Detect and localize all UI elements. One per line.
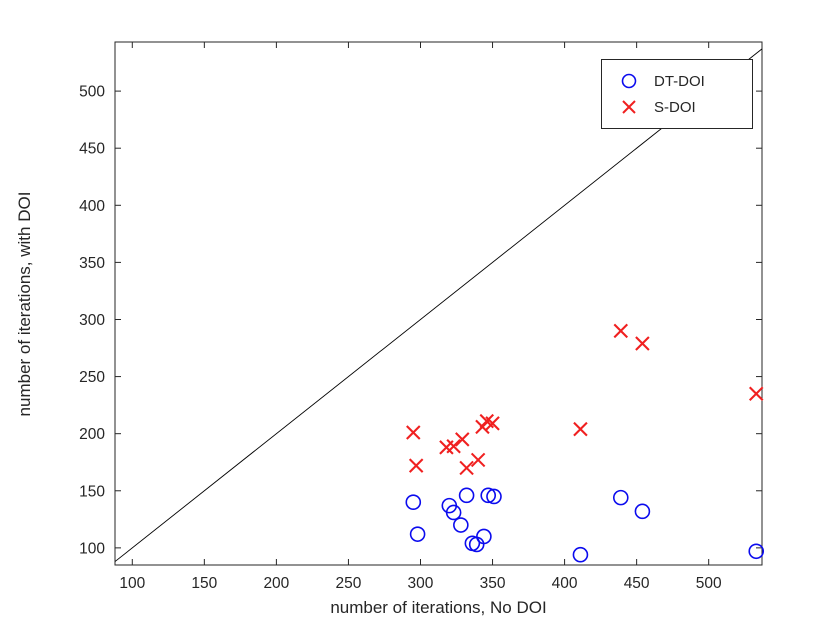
- s-doi-point: [406, 425, 421, 440]
- x-tick-label: 150: [191, 575, 217, 592]
- s-doi-point: [613, 323, 629, 339]
- s-doi-point: [408, 458, 424, 473]
- dt-doi-point: [405, 494, 422, 510]
- legend: DT-DOI S-DOI: [601, 59, 753, 129]
- x-tick-label: 250: [336, 575, 362, 592]
- s-doi-point: [635, 336, 650, 351]
- legend-entry-s-doi: S-DOI: [614, 94, 742, 120]
- y-tick-label: 350: [79, 255, 105, 272]
- y-tick-label: 100: [79, 540, 105, 557]
- dt-doi-point: [409, 526, 426, 542]
- dt-doi-point: [572, 546, 589, 563]
- x-tick-label: 350: [480, 575, 506, 592]
- x-tick-label: 300: [408, 575, 434, 592]
- dt-doi-point: [612, 489, 629, 506]
- x-marker-icon: [622, 100, 636, 114]
- legend-entry-dt-doi: DT-DOI: [614, 68, 742, 94]
- x-tick-label: 500: [696, 575, 722, 592]
- y-tick-label: 150: [79, 483, 105, 500]
- dt-doi-point: [486, 488, 502, 505]
- y-tick-label: 500: [79, 84, 105, 101]
- y-tick-label: 250: [79, 369, 105, 386]
- s-doi-point: [455, 432, 470, 447]
- x-tick-label: 200: [263, 575, 289, 592]
- s-doi-point: [459, 460, 474, 476]
- plot-box: [114, 41, 763, 566]
- x-tick-label: 450: [624, 575, 650, 592]
- x-axis-label: number of iterations, No DOI: [330, 598, 547, 617]
- x-tick-label: 100: [119, 575, 145, 592]
- s-doi-point: [446, 438, 461, 454]
- dt-doi-point: [476, 528, 492, 545]
- s-doi-point: [748, 386, 764, 401]
- s-doi-point: [470, 452, 486, 468]
- dt-doi-point: [480, 487, 497, 504]
- dt-doi-point: [748, 543, 765, 560]
- dt-doi-point: [445, 504, 462, 521]
- identity-line: [114, 48, 763, 562]
- legend-label-s-doi: S-DOI: [654, 98, 696, 116]
- dt-doi-point: [453, 517, 469, 533]
- x-tick-label: 400: [552, 575, 578, 592]
- s-doi-point: [573, 421, 588, 437]
- s-doi-point: [485, 416, 500, 431]
- y-tick-label: 400: [79, 198, 105, 215]
- dt-doi-point: [458, 487, 475, 504]
- circle-marker-icon: [621, 73, 637, 89]
- legend-label-dt-doi: DT-DOI: [654, 72, 705, 90]
- y-tick-label: 300: [79, 312, 105, 329]
- y-tick-label: 450: [79, 141, 105, 158]
- dt-doi-point: [634, 503, 651, 520]
- y-tick-label: 200: [79, 426, 105, 443]
- y-axis-label: number of iterations, with DOI: [15, 191, 34, 417]
